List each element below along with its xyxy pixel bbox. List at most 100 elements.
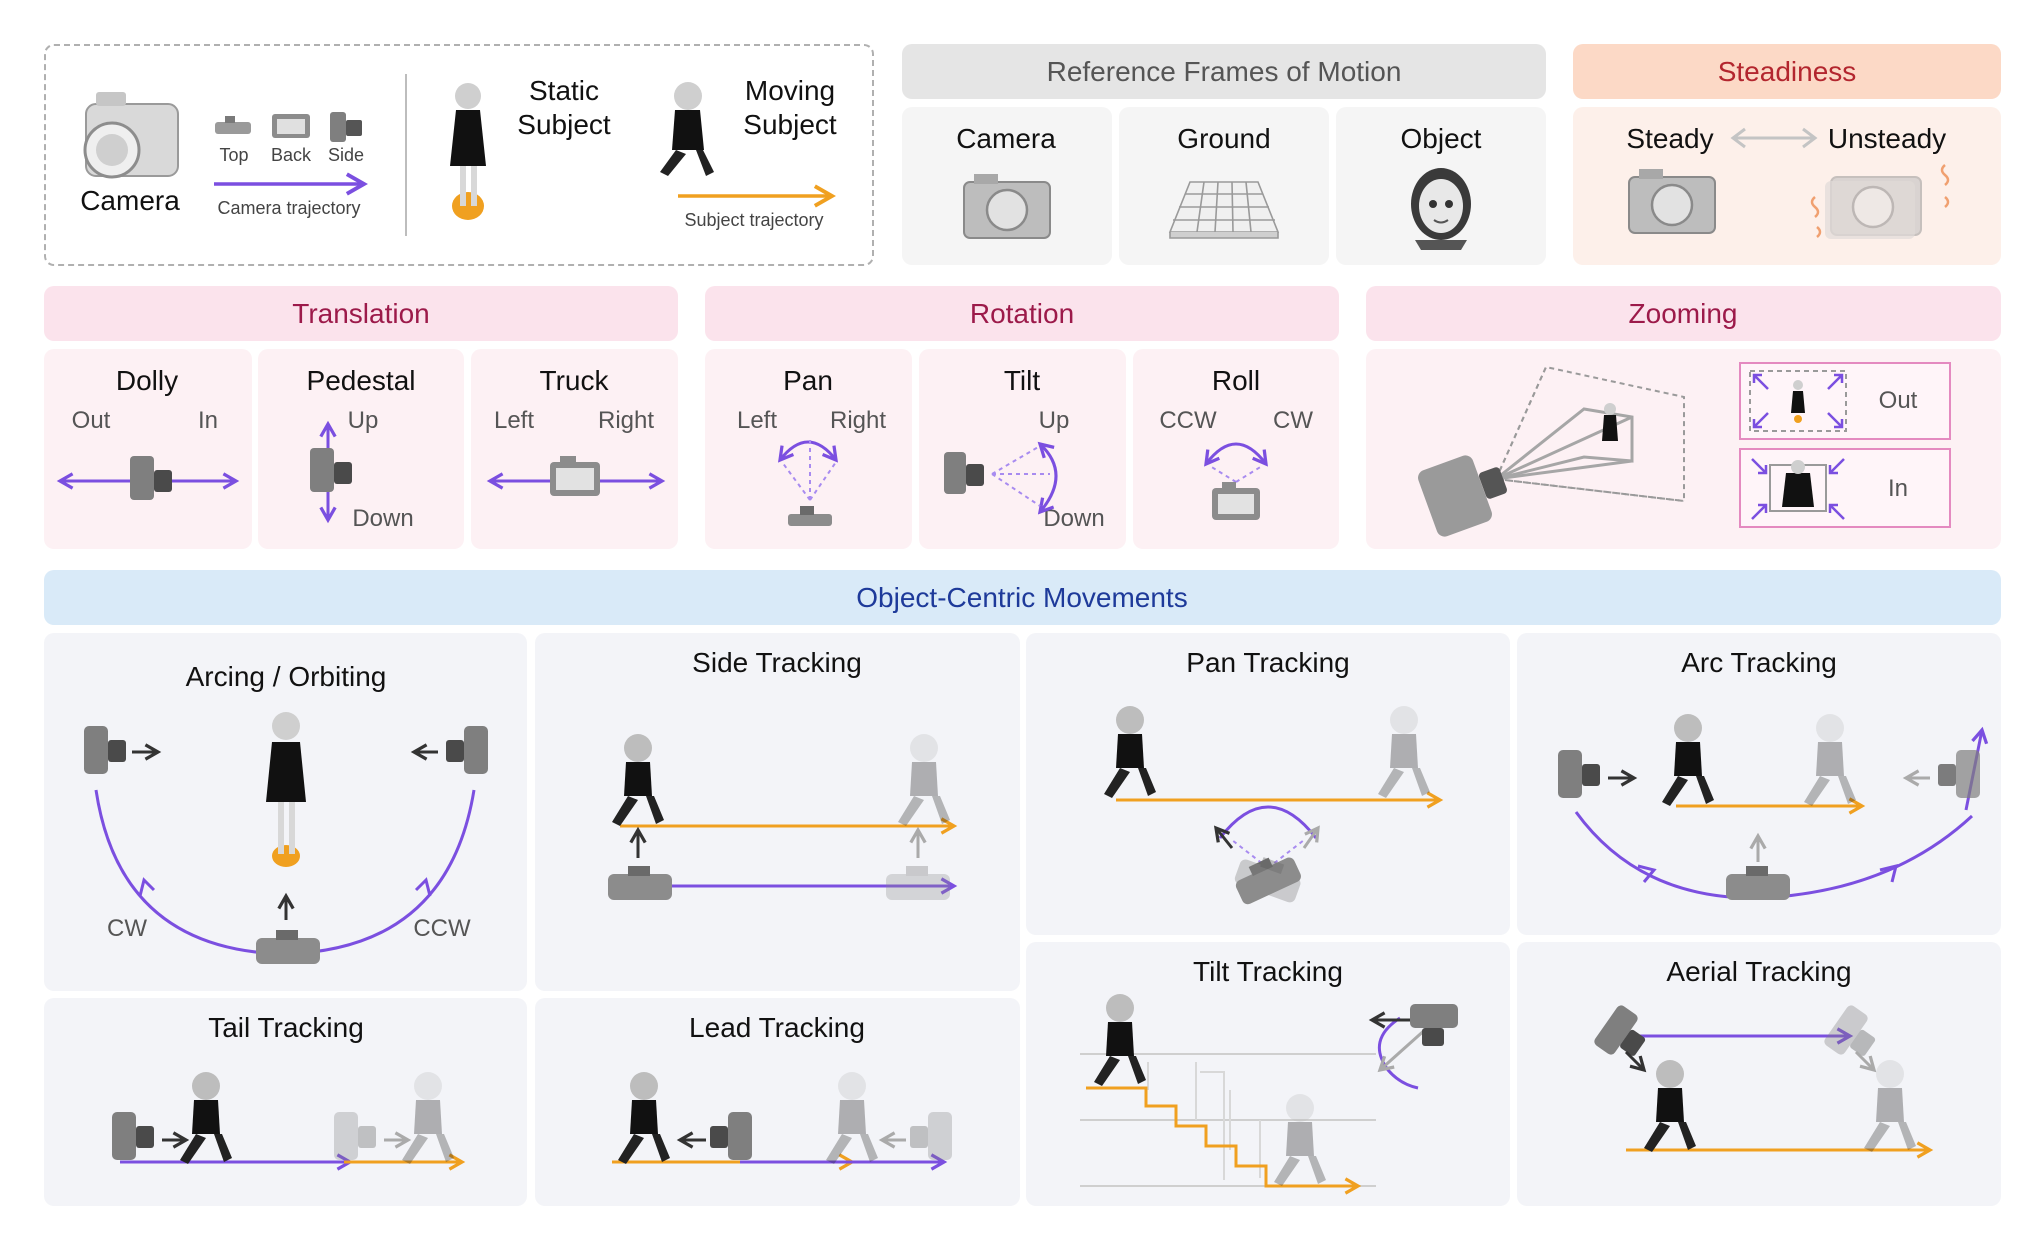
reference-frames-header	[902, 44, 1546, 99]
camera-side-view-icon	[330, 112, 362, 142]
pan-right-label: Right	[829, 407, 887, 434]
camera-top-view-icon	[215, 116, 251, 134]
lead-tracking-cell	[535, 998, 1020, 1206]
truck-label: Truck	[539, 365, 609, 396]
static-subject-label-1: Static	[528, 75, 600, 106]
truck-right-label: Right	[597, 407, 655, 434]
pan-arc-arrow	[777, 440, 839, 463]
legend-view-side-label: Side	[327, 145, 365, 165]
arcing-graphic	[84, 712, 488, 964]
pan-left-label: Left	[736, 407, 778, 434]
camera-back-view-icon	[550, 456, 600, 496]
tail-tracking-graphic	[112, 1072, 466, 1171]
subject-figure-small	[1791, 380, 1805, 423]
side-tracking-label: Side Tracking	[692, 647, 862, 678]
unsteady-label: Unsteady	[1827, 123, 1947, 154]
object-centric-header	[44, 570, 2001, 625]
moving-subject-figure	[660, 82, 714, 176]
pedestal-down-label: Down	[352, 505, 414, 532]
ref-frame-ground-label: Ground	[1177, 123, 1271, 154]
translation-graphics	[56, 420, 666, 524]
tilt-label: Tilt	[1003, 365, 1041, 396]
zooming-title: Zooming	[1628, 298, 1738, 329]
ground-grid-icon	[1168, 181, 1280, 239]
subject-figure-zoomed	[1782, 460, 1814, 507]
camera-side-view-icon	[944, 452, 984, 494]
legend-camera-label: Camera	[80, 185, 180, 216]
tilt-up-label: Up	[1038, 407, 1070, 434]
frustum-icon	[1494, 365, 1685, 503]
reference-frames-title: Reference Frames of Motion	[1046, 56, 1402, 87]
moving-subject-label-2: Subject	[743, 109, 837, 140]
pan-tracking-graphic	[1104, 706, 1444, 907]
translation-title: Translation	[292, 298, 430, 329]
camera-icon	[1418, 455, 1507, 537]
aerial-tracking-label: Aerial Tracking	[1666, 956, 1852, 987]
object-centric-title: Object-Centric Movements	[856, 582, 1188, 613]
static-subject-figure	[266, 712, 306, 867]
dolly-cell	[44, 349, 252, 549]
steady-camera-icon	[1628, 169, 1716, 234]
legend-view-top-label: Top	[219, 145, 249, 165]
zoom-in-frame	[1739, 448, 1951, 528]
object-face-icon	[1411, 168, 1471, 250]
static-subject-figure	[450, 83, 486, 220]
camera-icon	[963, 174, 1051, 239]
tail-tracking-cell	[44, 998, 527, 1206]
steadiness-header	[1573, 44, 2001, 99]
unsteady-camera-icon	[1825, 176, 1922, 239]
arcing-ccw-label: CCW	[413, 915, 471, 942]
tilt-tracking-label: Tilt Tracking	[1193, 956, 1343, 987]
tilt-cell	[919, 349, 1126, 549]
arcing-label: Arcing / Orbiting	[185, 661, 387, 692]
dolly-in-label: In	[197, 407, 219, 434]
reference-frames-icons	[963, 168, 1471, 250]
pan-tracking-label: Pan Tracking	[1186, 647, 1350, 678]
camera-side-view-icon	[130, 456, 172, 500]
tilt-arc-arrow	[1037, 441, 1058, 515]
subject-trajectory-label: Subject trajectory	[684, 210, 824, 230]
dolly-label: Dolly	[115, 365, 179, 396]
subject-figure	[1602, 403, 1618, 441]
zoom-out-label: Out	[1878, 387, 1918, 414]
pedestal-up-label: Up	[347, 407, 379, 434]
pedestal-cell	[258, 349, 464, 549]
lead-tracking-label: Lead Tracking	[689, 1012, 865, 1043]
roll-cw-label: CW	[1273, 407, 1313, 434]
zooming-graphics	[1418, 362, 1951, 537]
zooming-header	[1366, 286, 2001, 341]
side-tracking-graphic	[608, 734, 958, 900]
camera-trajectory-label: Camera trajectory	[217, 198, 361, 218]
pedestal-label: Pedestal	[306, 365, 416, 396]
rotation-title: Rotation	[969, 298, 1075, 329]
translation-header	[44, 286, 678, 341]
arcing-cw-label: CW	[107, 915, 147, 942]
tail-tracking-label: Tail Tracking	[208, 1012, 364, 1043]
shake-lines-left-icon	[1810, 196, 1822, 238]
aerial-tracking-graphic	[1592, 1003, 1934, 1159]
steadiness-icons	[1628, 127, 1950, 239]
truck-cell	[471, 349, 678, 549]
static-subject-label-2: Subject	[517, 109, 611, 140]
legend-panel	[44, 44, 874, 266]
camera-top-view-icon	[788, 506, 832, 526]
steady-label: Steady	[1626, 123, 1714, 154]
roll-arc-arrow	[1204, 442, 1268, 467]
roll-label: Roll	[1211, 365, 1261, 396]
lead-tracking-graphic	[612, 1072, 952, 1171]
camera-back-view-icon	[1212, 482, 1260, 520]
double-arrow-icon	[1730, 127, 1818, 149]
arc-tracking-label: Arc Tracking	[1681, 647, 1837, 678]
legend-view-back-label: Back	[270, 145, 312, 165]
rotation-graphics	[777, 440, 1268, 526]
dolly-out-label: Out	[71, 407, 111, 434]
aerial-tracking-cell	[1517, 942, 2001, 1206]
truck-left-label: Left	[493, 407, 535, 434]
moving-subject-label-1: Moving	[744, 75, 836, 106]
rotation-header	[705, 286, 1339, 341]
pan-label: Pan	[783, 365, 833, 396]
camera-back-view-icon	[272, 114, 310, 138]
ref-frame-camera-label: Camera	[956, 123, 1056, 154]
